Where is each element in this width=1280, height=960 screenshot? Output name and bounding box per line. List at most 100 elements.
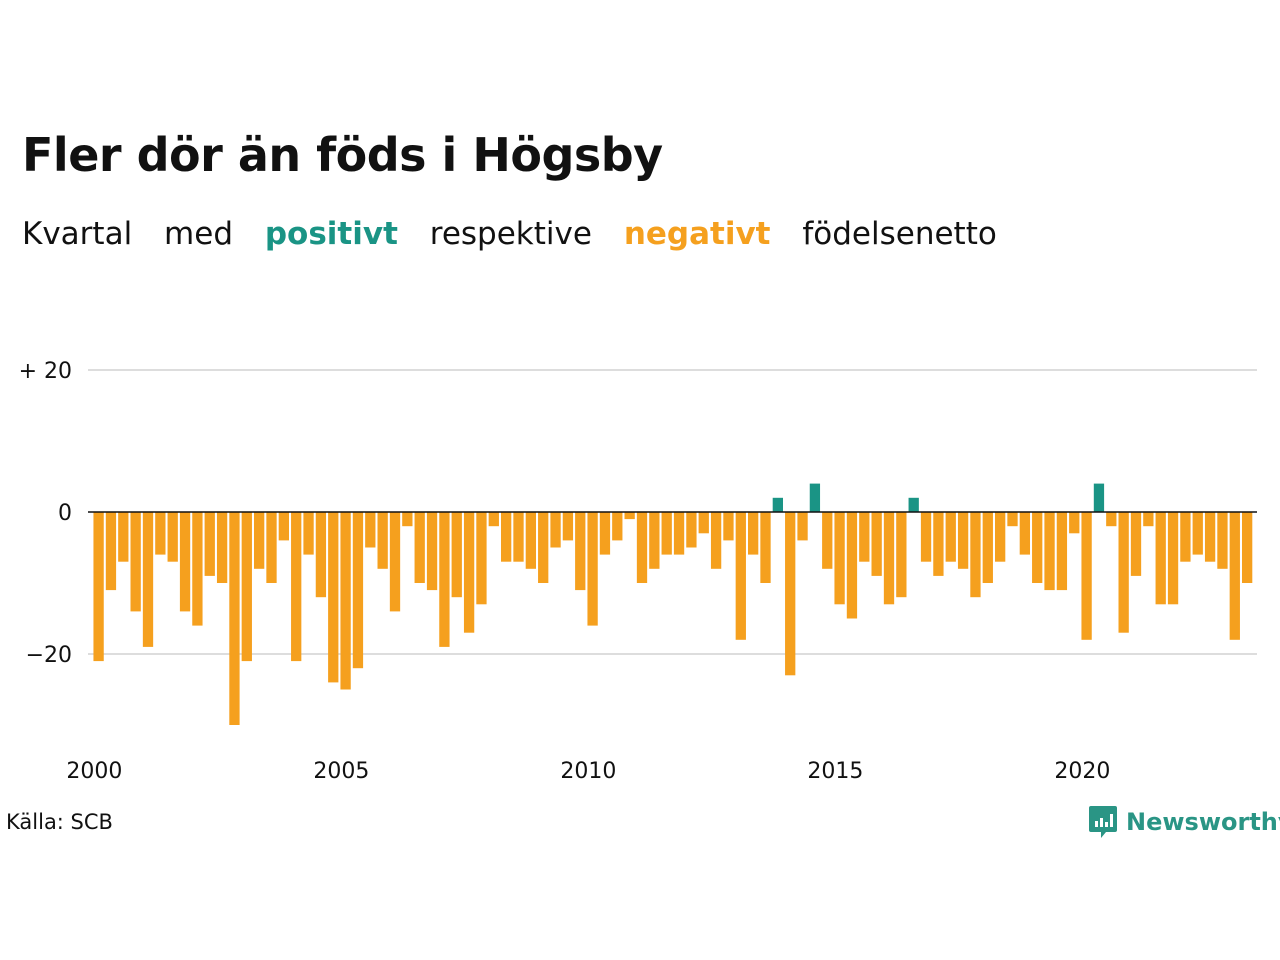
bar [883, 512, 895, 605]
bar [636, 512, 648, 583]
bar [278, 512, 289, 541]
legend-positive: positivt [264, 216, 398, 252]
x-axis: 2000 2005 2010 2015 2020 [66, 759, 1110, 784]
bar [970, 512, 981, 598]
bar [649, 512, 660, 569]
bar [785, 512, 796, 676]
bar [93, 512, 104, 662]
y-tick-label: + 20 [19, 359, 72, 384]
bar [1093, 483, 1105, 512]
bar [402, 512, 413, 527]
bar [920, 512, 932, 562]
bar [241, 512, 252, 662]
bar [377, 512, 388, 569]
bar [130, 512, 141, 612]
bar [155, 512, 166, 555]
bar [254, 512, 265, 569]
subtitle-word-fodelsenetto: födelsenetto [802, 216, 997, 252]
bar [118, 512, 129, 562]
bar [562, 512, 574, 541]
bar [538, 512, 549, 583]
bar [673, 512, 685, 555]
bar [859, 512, 870, 562]
bar [439, 512, 450, 647]
source-note: Källa: SCB [6, 810, 113, 834]
bar [1204, 512, 1216, 562]
bar [1056, 512, 1068, 591]
bar [426, 512, 438, 591]
bar [1081, 512, 1092, 640]
bar [723, 512, 734, 541]
bar [451, 512, 462, 598]
bar [797, 512, 808, 541]
bar [1032, 512, 1043, 583]
bar [1069, 512, 1080, 534]
bar [908, 497, 919, 512]
bar [612, 512, 623, 541]
x-tick-label: 2000 [66, 759, 122, 784]
newsworthy-logo: Newsworthy [1088, 804, 1280, 840]
chart-bars [93, 483, 1253, 725]
bar [933, 512, 944, 576]
bar [414, 512, 425, 583]
bar [957, 512, 969, 569]
bar [1155, 512, 1166, 605]
bar [550, 512, 561, 548]
bar [291, 512, 302, 662]
bar [229, 512, 240, 725]
bar [1143, 512, 1154, 527]
brand-name: Newsworthy [1126, 808, 1280, 836]
y-axis: + 20 0 −20 [19, 359, 72, 668]
bar [513, 512, 524, 562]
bar [315, 512, 327, 598]
bar [1106, 512, 1117, 527]
bar [1192, 512, 1203, 555]
bar [463, 512, 475, 633]
bar [1217, 512, 1228, 569]
bar [822, 512, 833, 569]
bar [661, 512, 672, 555]
newsworthy-chart-bubble-icon [1089, 806, 1117, 838]
y-tick-label: 0 [58, 501, 72, 526]
bar [352, 512, 364, 669]
bar [167, 512, 178, 562]
bar [686, 512, 697, 548]
bar [340, 512, 351, 690]
bar [1007, 512, 1018, 527]
bar [179, 512, 191, 612]
bar [760, 512, 771, 583]
bar [871, 512, 882, 576]
chart-title: Fler dör än föds i Högsby [22, 128, 663, 182]
bar [1242, 512, 1253, 583]
bar [1167, 512, 1179, 605]
bar [846, 512, 858, 619]
bar [365, 512, 376, 548]
x-tick-label: 2020 [1054, 759, 1110, 784]
bar [501, 512, 512, 562]
bar [389, 512, 401, 612]
bar [1229, 512, 1240, 640]
bar [525, 512, 536, 569]
bar [216, 512, 228, 583]
legend-negative: negativt [623, 216, 771, 252]
bar [710, 512, 722, 569]
x-tick-label: 2010 [560, 759, 616, 784]
bar [488, 512, 499, 527]
bar [1180, 512, 1191, 562]
x-tick-label: 2015 [807, 759, 863, 784]
bar [1118, 512, 1129, 633]
bar [587, 512, 598, 626]
x-tick-label: 2005 [313, 759, 369, 784]
bar [204, 512, 215, 576]
bar [192, 512, 203, 626]
bar [266, 512, 277, 583]
bar [995, 512, 1006, 562]
bar [809, 483, 821, 512]
bar [1130, 512, 1142, 576]
chart-grid [88, 369, 1257, 655]
bar [982, 512, 993, 583]
bar [772, 497, 783, 512]
bar [599, 512, 611, 555]
bar [698, 512, 709, 534]
bar [303, 512, 314, 555]
